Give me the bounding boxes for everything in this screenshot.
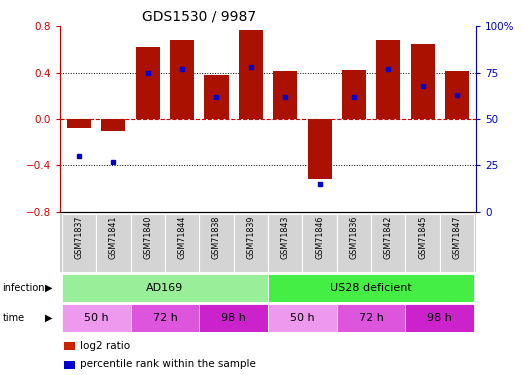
Bar <box>268 274 474 302</box>
Text: GSM71842: GSM71842 <box>384 216 393 259</box>
Bar <box>268 304 337 332</box>
Bar <box>204 75 229 119</box>
Bar <box>445 72 469 119</box>
Text: infection: infection <box>3 283 45 293</box>
Bar <box>440 214 474 272</box>
Bar <box>302 214 337 272</box>
Text: GSM71847: GSM71847 <box>452 216 461 259</box>
Bar <box>131 214 165 272</box>
Text: log2 ratio: log2 ratio <box>80 340 130 351</box>
Bar <box>411 44 435 119</box>
Bar <box>337 214 371 272</box>
Text: GDS1530 / 9987: GDS1530 / 9987 <box>142 9 256 23</box>
Text: 50 h: 50 h <box>84 313 109 323</box>
Bar <box>239 30 263 119</box>
Bar <box>199 304 268 332</box>
Text: GSM71843: GSM71843 <box>281 216 290 259</box>
Text: AD169: AD169 <box>146 283 184 293</box>
Text: ▶: ▶ <box>45 313 52 323</box>
Bar <box>371 214 405 272</box>
Bar <box>62 274 268 302</box>
Text: 98 h: 98 h <box>427 313 452 323</box>
Text: GSM71846: GSM71846 <box>315 216 324 259</box>
Bar <box>376 40 400 119</box>
Text: GSM71844: GSM71844 <box>178 216 187 259</box>
Text: time: time <box>3 313 25 323</box>
Text: GSM71839: GSM71839 <box>246 216 255 259</box>
Bar <box>199 214 234 272</box>
Bar <box>131 304 199 332</box>
Bar <box>101 119 126 130</box>
Bar <box>62 214 96 272</box>
Bar <box>337 304 405 332</box>
Text: GSM71840: GSM71840 <box>143 216 152 259</box>
Text: 50 h: 50 h <box>290 313 315 323</box>
Bar <box>62 304 131 332</box>
Bar <box>273 72 297 119</box>
Text: 98 h: 98 h <box>221 313 246 323</box>
Bar <box>268 214 302 272</box>
Bar <box>405 214 440 272</box>
Bar <box>67 119 91 128</box>
Text: 72 h: 72 h <box>359 313 383 323</box>
Text: GSM71841: GSM71841 <box>109 216 118 259</box>
Text: US28 deficient: US28 deficient <box>330 283 412 293</box>
Bar <box>405 304 474 332</box>
Bar <box>342 70 366 119</box>
Text: GSM71837: GSM71837 <box>75 216 84 259</box>
Bar <box>64 360 75 369</box>
Bar <box>170 40 194 119</box>
Bar <box>165 214 199 272</box>
Text: percentile rank within the sample: percentile rank within the sample <box>80 360 256 369</box>
Text: GSM71845: GSM71845 <box>418 216 427 259</box>
Text: GSM71836: GSM71836 <box>349 216 358 259</box>
Text: GSM71838: GSM71838 <box>212 216 221 259</box>
Bar <box>308 119 332 179</box>
Bar <box>64 342 75 350</box>
Bar <box>96 214 131 272</box>
Text: 72 h: 72 h <box>153 313 177 323</box>
Text: ▶: ▶ <box>45 283 52 293</box>
Bar <box>234 214 268 272</box>
Bar <box>136 47 160 119</box>
